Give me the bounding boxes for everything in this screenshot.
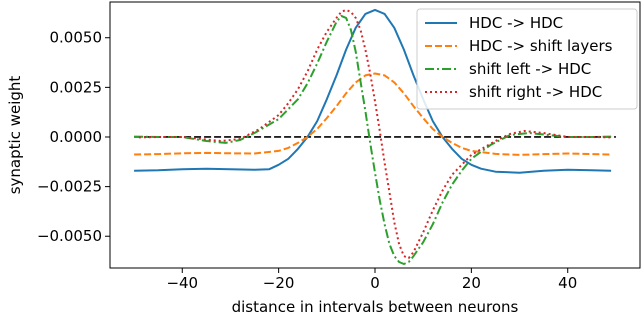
x-tick-label: 20 bbox=[462, 274, 481, 292]
legend-box bbox=[416, 8, 638, 110]
x-tick-label: 40 bbox=[558, 274, 577, 292]
series-line-3 bbox=[138, 8, 612, 260]
series-group bbox=[134, 8, 616, 265]
legend-label: HDC -> HDC bbox=[469, 14, 563, 32]
axis-ticks: −40 −20 0 20 40 −0.0050 −0.0025 0.0000 0.0025 0.0… bbox=[37, 29, 577, 292]
x-tick-label: −20 bbox=[263, 274, 295, 292]
y-tick-label: 0.0000 bbox=[50, 128, 103, 146]
legend-label: shift right -> HDC bbox=[469, 83, 602, 101]
legend-label: HDC -> shift layers bbox=[469, 37, 613, 55]
series-line-0 bbox=[134, 8, 612, 174]
plot-area bbox=[134, 8, 616, 265]
y-tick-label: −0.0025 bbox=[37, 178, 102, 196]
y-tick-label: 0.0050 bbox=[50, 29, 103, 47]
x-tick-label: 0 bbox=[370, 274, 380, 292]
y-tick-label: −0.0050 bbox=[37, 227, 102, 245]
legend-label: shift left -> HDC bbox=[469, 60, 591, 78]
x-axis-label: distance in intervals between neurons bbox=[232, 298, 519, 316]
legend: HDC -> HDC HDC -> shift layers shift left … bbox=[416, 8, 638, 110]
y-tick-label: 0.0025 bbox=[50, 78, 103, 96]
y-axis-label: synaptic weight bbox=[6, 76, 24, 195]
series-line-1 bbox=[134, 72, 612, 156]
series-line-2 bbox=[134, 14, 612, 265]
x-tick-label: −40 bbox=[166, 274, 198, 292]
